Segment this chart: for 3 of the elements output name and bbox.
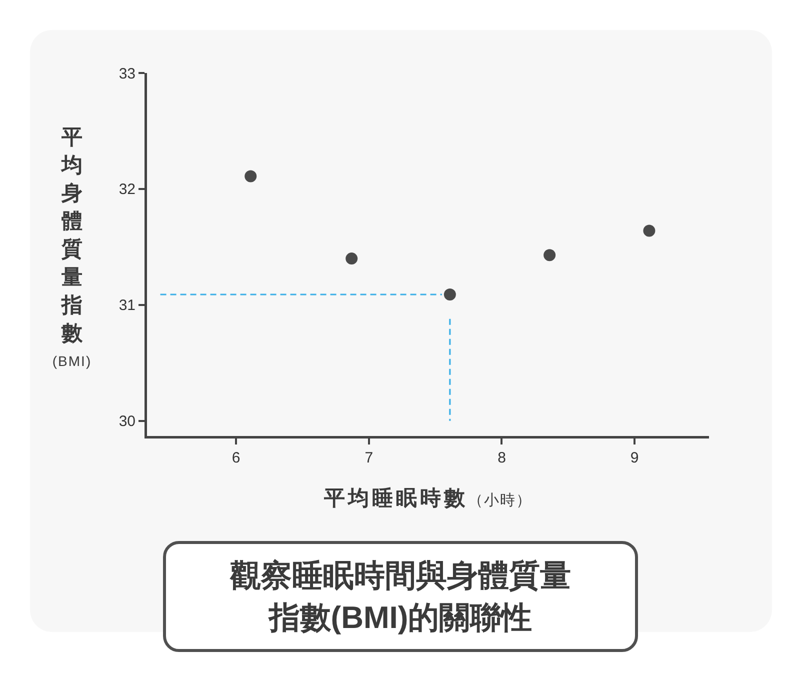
point — [643, 224, 656, 237]
y-tick-label: 33 — [118, 65, 136, 82]
x-tick-label: 9 — [630, 450, 639, 466]
